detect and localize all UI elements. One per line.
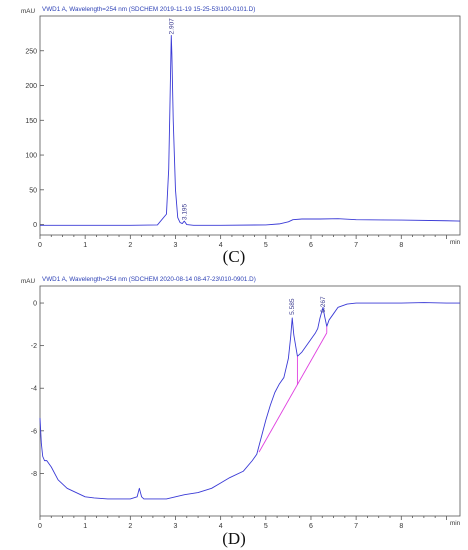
y-tick-label: -6 bbox=[31, 428, 37, 435]
panel-d-plot-frame bbox=[39, 285, 461, 517]
baseline-line bbox=[258, 332, 328, 453]
y-tick-label: 150 bbox=[25, 118, 37, 125]
y-tick-label: 200 bbox=[25, 83, 37, 90]
x-tick-label: 8 bbox=[399, 523, 403, 530]
panel-d-chart: VWD1 A, Wavelength=254 nm (SDCHEM 2020-0… bbox=[21, 276, 461, 548]
panel-d-ylabel: mAU bbox=[21, 278, 35, 285]
x-tick-label: 0 bbox=[38, 242, 42, 249]
x-tick-label: 5 bbox=[264, 242, 268, 249]
y-tick-label: 100 bbox=[25, 153, 37, 160]
x-tick-label: 3 bbox=[174, 242, 178, 249]
panel-d-drop-lines bbox=[296, 326, 328, 386]
panel-d-y-axis: 0 -2 -4 -6 -8 bbox=[31, 301, 44, 478]
y-tick-label: -4 bbox=[31, 386, 37, 393]
x-tick-label: 7 bbox=[354, 242, 358, 249]
panel-c-ylabel: mAU bbox=[21, 8, 35, 15]
panel-d-xlabel: min bbox=[450, 520, 461, 527]
panel-c-traces bbox=[40, 35, 461, 226]
panel-c-xlabel: min bbox=[450, 239, 461, 246]
x-tick-label: 0 bbox=[38, 523, 42, 530]
y-tick-label: -2 bbox=[31, 343, 37, 350]
x-tick-label: 6 bbox=[309, 242, 313, 249]
y-tick-label: 50 bbox=[29, 187, 37, 194]
peak-retention-label: 3.195 bbox=[181, 203, 188, 220]
x-tick-label: 1 bbox=[83, 242, 87, 249]
x-tick-label: 2 bbox=[128, 242, 132, 249]
x-tick-label: 6 bbox=[309, 523, 313, 530]
x-tick-label: 7 bbox=[354, 523, 358, 530]
x-tick-label: 2 bbox=[128, 523, 132, 530]
y-tick-label: -8 bbox=[31, 471, 37, 478]
panel-c-label: (C) bbox=[223, 247, 246, 266]
signal-trace-line bbox=[40, 35, 461, 226]
x-tick-label: 3 bbox=[174, 523, 178, 530]
y-tick-label: 0 bbox=[33, 222, 37, 229]
panel-c-chart: VWD1 A, Wavelength=254 nm (SDCHEM 2019-1… bbox=[21, 6, 461, 266]
peak-retention-label: 2.907 bbox=[168, 18, 175, 35]
x-tick-label: 4 bbox=[219, 523, 223, 530]
signal-trace-line bbox=[39, 302, 460, 500]
panel-c-header: VWD1 A, Wavelength=254 nm (SDCHEM 2019-1… bbox=[42, 6, 255, 13]
panel-c-x-axis: 0 1 2 3 4 5 6 7 8 bbox=[38, 235, 447, 249]
x-tick-label: 5 bbox=[264, 523, 268, 530]
y-tick-label: 250 bbox=[25, 48, 37, 55]
x-tick-label: 4 bbox=[219, 242, 223, 249]
peak-retention-label: 5.585 bbox=[289, 298, 296, 315]
panel-c-y-axis: 0 50 100 150 200 250 bbox=[25, 48, 44, 229]
y-tick-label: 0 bbox=[33, 301, 37, 308]
panel-d-x-axis: 0 1 2 3 4 5 6 7 8 bbox=[38, 516, 447, 530]
panel-d-header: VWD1 A, Wavelength=254 nm (SDCHEM 2020-0… bbox=[42, 276, 256, 283]
x-tick-label: 8 bbox=[399, 242, 403, 249]
peak-retention-label: 6.267 bbox=[320, 296, 327, 313]
panel-d-label: (D) bbox=[222, 529, 246, 548]
panel-c-plot-frame bbox=[39, 15, 461, 236]
x-tick-label: 1 bbox=[83, 523, 87, 530]
panel-d-traces bbox=[39, 302, 460, 500]
panel-d-peak-labels: 5.585 6.267 bbox=[289, 296, 327, 315]
panel-c-peak-labels: 2.907 3.195 bbox=[168, 18, 188, 220]
